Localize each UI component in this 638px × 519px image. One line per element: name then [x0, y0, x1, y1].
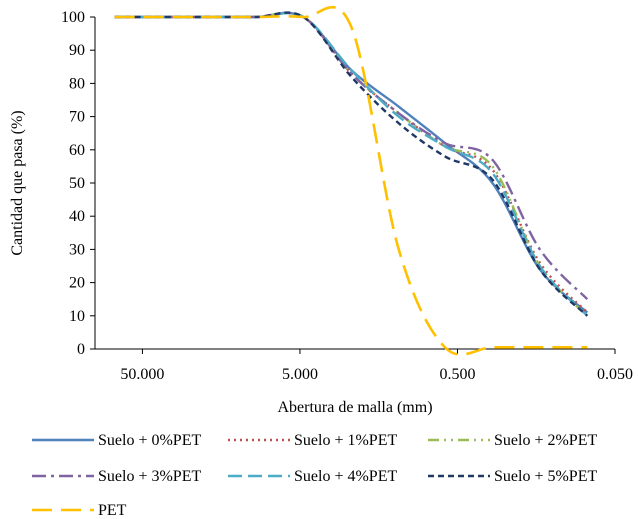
y-tick-label: 10 [69, 308, 85, 325]
legend-label: Suelo + 2%PET [494, 432, 597, 449]
x-axis-title: Abertura de malla (mm) [277, 399, 432, 416]
series-line [114, 11, 589, 317]
y-tick-label: 40 [69, 208, 85, 225]
series-line [114, 11, 589, 314]
y-tick-label: 70 [69, 109, 85, 126]
series-line [114, 11, 589, 317]
x-tick-group: 50.000 5.000 0.500 0.050 [120, 349, 633, 383]
x-tick-label: 0.500 [439, 366, 475, 383]
y-tick-group: 0 10 20 30 40 50 60 70 80 90 100 [61, 9, 95, 358]
legend: Suelo + 0%PET Suelo + 1%PET Suelo + 2%PET S… [32, 432, 597, 519]
y-tick-label: 30 [69, 241, 85, 258]
series-line [114, 11, 589, 301]
y-tick-label: 90 [69, 42, 85, 59]
y-tick-label: 80 [69, 75, 85, 92]
legend-label: Suelo + 5%PET [494, 468, 597, 485]
y-tick-label: 60 [69, 142, 85, 159]
legend-label: Suelo + 4%PET [294, 468, 397, 485]
plot-area: 0 10 20 30 40 50 60 70 80 90 100 50.000 5.000 0.500 0… [61, 5, 633, 383]
series-group [114, 5, 589, 356]
series-line [114, 11, 589, 317]
series-line [114, 11, 589, 314]
y-tick-label: 0 [77, 341, 85, 358]
legend-label: Suelo + 0%PET [98, 432, 201, 449]
y-tick-label: 100 [61, 9, 85, 26]
legend-label: PET [98, 502, 127, 519]
x-tick-label: 5.000 [282, 366, 318, 383]
y-tick-label: 50 [69, 175, 85, 192]
legend-label: Suelo + 3%PET [98, 468, 201, 485]
x-tick-label: 0.050 [597, 366, 633, 383]
legend-label: Suelo + 1%PET [294, 432, 397, 449]
y-axis-title: Cantidad que pasa (%) [9, 110, 26, 255]
y-tick-label: 20 [69, 275, 85, 292]
x-tick-label: 50.000 [120, 366, 164, 383]
series-line [114, 5, 588, 356]
